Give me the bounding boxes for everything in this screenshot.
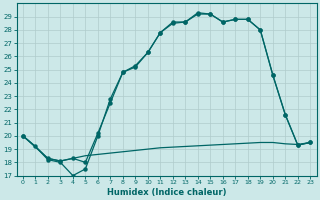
X-axis label: Humidex (Indice chaleur): Humidex (Indice chaleur) (107, 188, 226, 197)
